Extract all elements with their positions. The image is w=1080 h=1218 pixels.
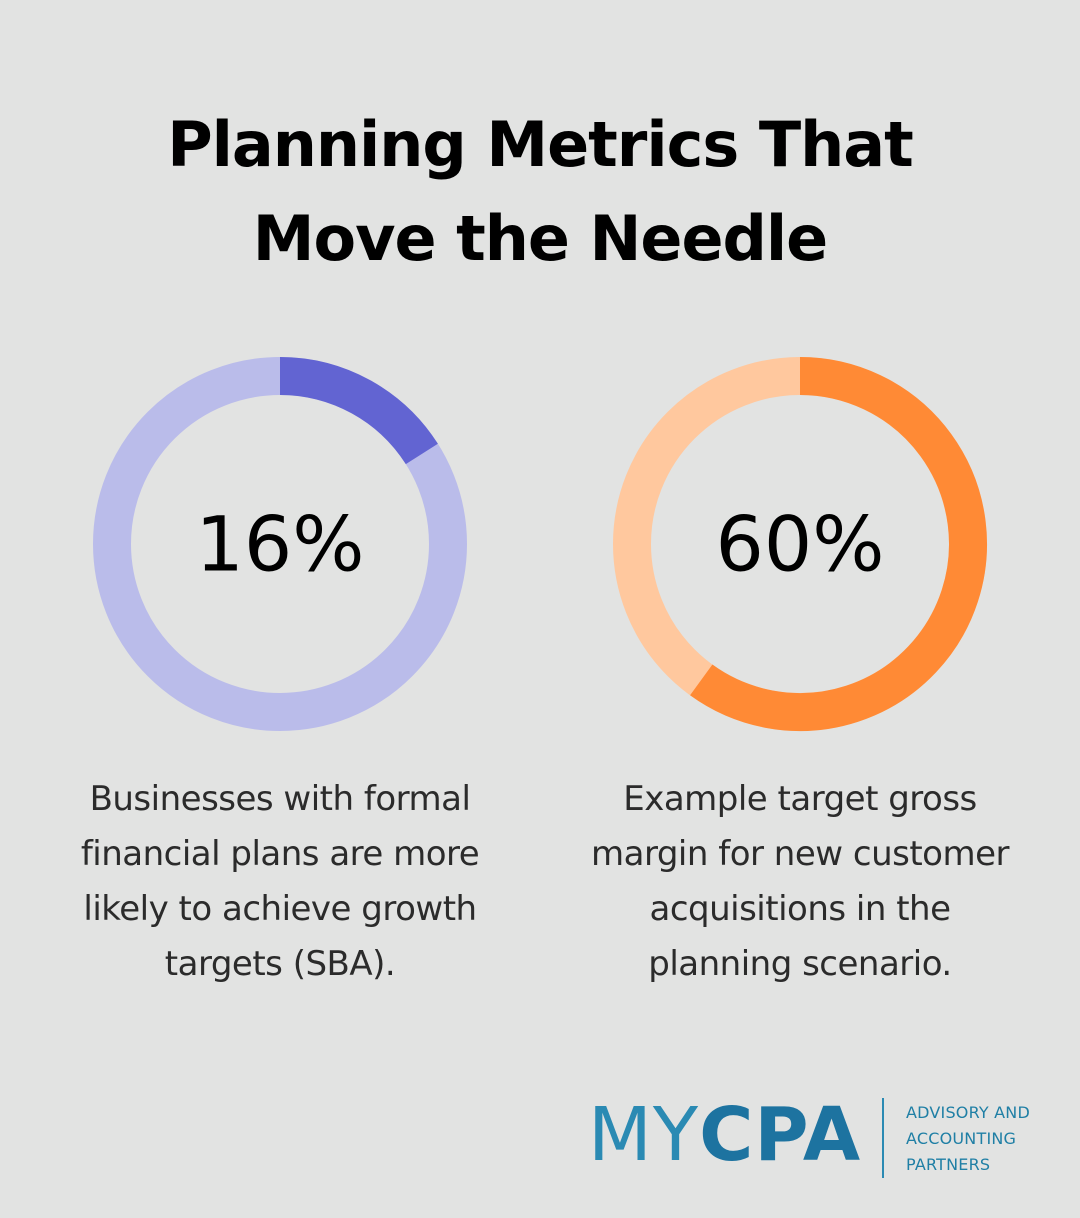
logo-tagline-line: PARTNERS bbox=[906, 1155, 991, 1174]
title-line-1: Planning Metrics That bbox=[167, 108, 914, 181]
donut-arc-2 bbox=[690, 357, 987, 731]
logo-tagline: ADVISORY AND ACCOUNTING PARTNERS bbox=[906, 1100, 1030, 1178]
logo-wordmark: MYCPA bbox=[588, 1090, 861, 1180]
description-line: acquisitions in the bbox=[649, 889, 951, 929]
metric-card-1: 16% Businesses with formal financial pla… bbox=[20, 354, 540, 992]
description-line: targets (SBA). bbox=[164, 944, 396, 984]
donut-value-label-1: 16% bbox=[196, 500, 365, 589]
logo-word-thin: MY bbox=[588, 1092, 700, 1178]
description-line: planning scenario. bbox=[648, 944, 952, 984]
title-line-2: Move the Needle bbox=[252, 202, 828, 275]
metric-description-2: Example target gross margin for new cust… bbox=[550, 772, 1050, 992]
donut-chart-1: 16% bbox=[93, 357, 467, 731]
logo-divider bbox=[882, 1098, 884, 1178]
donut-value-label-2: 60% bbox=[716, 500, 885, 589]
logo-word-bold: CPA bbox=[699, 1092, 862, 1178]
description-line: Businesses with formal bbox=[89, 779, 471, 819]
description-line: Example target gross bbox=[623, 779, 977, 819]
donut-arc-1 bbox=[279, 357, 438, 465]
brand-logo: MYCPA ADVISORY AND ACCOUNTING PARTNERS bbox=[588, 1092, 1058, 1178]
page-title: Planning Metrics That Move the Needle bbox=[0, 98, 1080, 286]
logo-tagline-line: ADVISORY AND bbox=[906, 1103, 1030, 1122]
description-line: margin for new customer bbox=[591, 834, 1009, 874]
metric-description-1: Businesses with formal financial plans a… bbox=[30, 772, 530, 992]
description-line: financial plans are more bbox=[80, 834, 480, 874]
metric-card-2: 60% Example target gross margin for new … bbox=[540, 354, 1060, 992]
logo-tagline-line: ACCOUNTING bbox=[906, 1129, 1017, 1148]
donut-chart-2: 60% bbox=[613, 357, 987, 731]
description-line: likely to achieve growth bbox=[83, 889, 477, 929]
